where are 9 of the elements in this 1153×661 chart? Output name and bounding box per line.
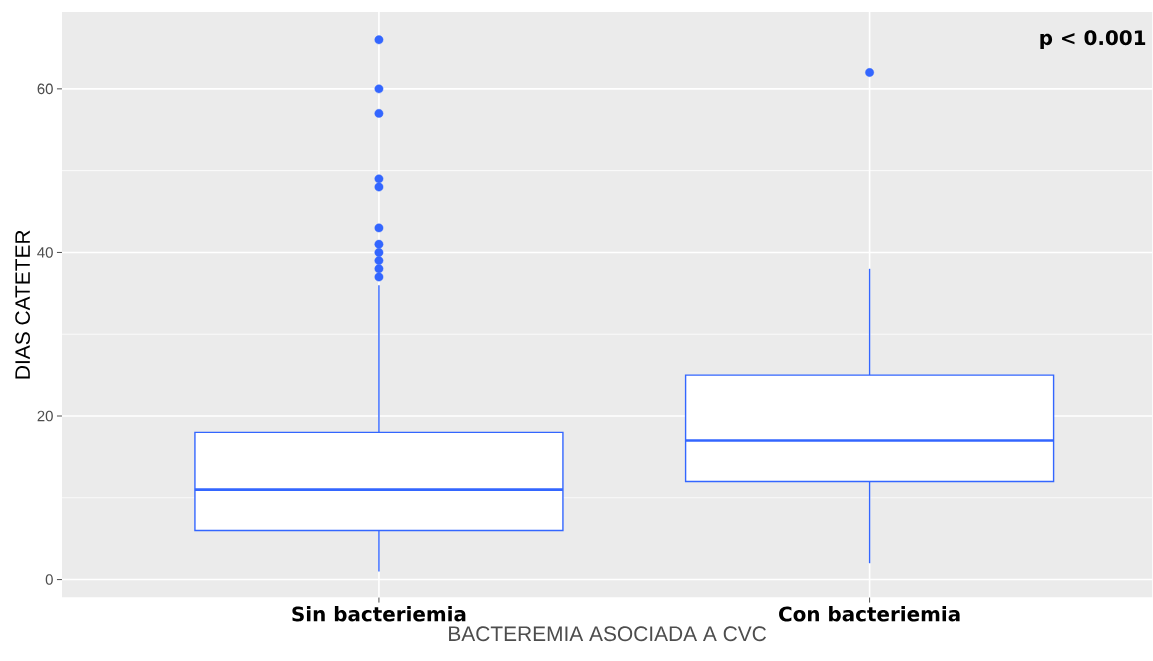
x-tick-label: Sin bacteriemia: [292, 606, 466, 622]
y-tick-label: 20: [37, 410, 53, 422]
annotation: p < 0.001: [1040, 30, 1146, 50]
x-axis-title: BACTEREMIA ASOCIADA A CVC: [449, 626, 767, 642]
y-tick-label: 60: [37, 83, 53, 95]
y-tick-label: 0: [45, 574, 53, 586]
x-tick-label: Con bacteriemia: [779, 606, 960, 622]
y-axis-title: DIAS CATETER: [15, 230, 30, 379]
y-tick-label: 40: [37, 247, 53, 258]
